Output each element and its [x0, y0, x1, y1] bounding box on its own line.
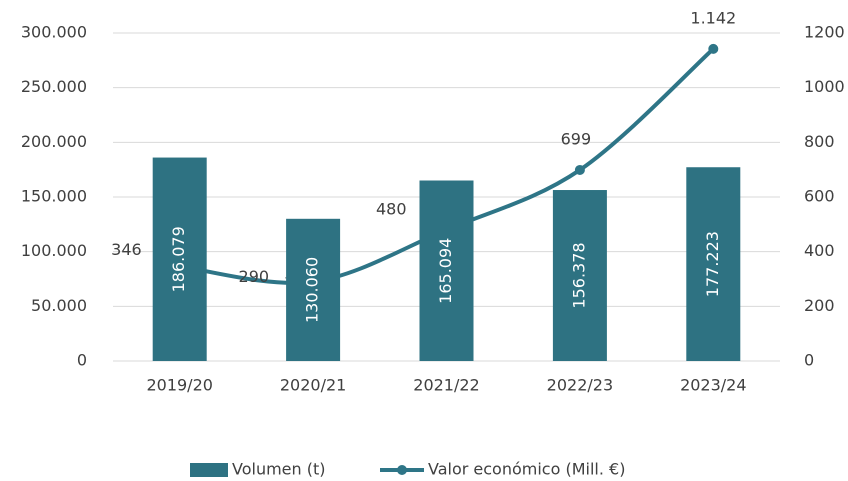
- bar-value-label: 130.060: [303, 257, 322, 323]
- legend-label: Volumen (t): [232, 460, 326, 479]
- bar: [286, 218, 341, 361]
- y-tick-label: 300.000: [21, 23, 87, 42]
- y-tick-label: 50.000: [31, 296, 87, 315]
- legend-label: Valor económico (Mill. €): [428, 460, 625, 479]
- x-tick-label: 2022/23: [547, 376, 613, 395]
- legend-marker: [397, 465, 407, 475]
- line-marker: [574, 164, 585, 175]
- x-tick-label: 2023/24: [680, 376, 746, 395]
- bar-value-label: 165.094: [436, 238, 455, 304]
- x-tick-label: 2019/20: [146, 376, 212, 395]
- y-tick-label: 150.000: [21, 187, 87, 206]
- y2-tick-label: 1200: [804, 23, 845, 42]
- legend-swatch: [190, 463, 228, 477]
- bar: [552, 190, 607, 361]
- y-tick-label: 250.000: [21, 77, 87, 96]
- bar-value-label: 156.378: [569, 242, 588, 308]
- y2-tick-label: 400: [804, 241, 835, 260]
- bar-value-label: 177.223: [703, 231, 722, 297]
- line-value-label: 480: [376, 199, 407, 218]
- bar: [152, 157, 207, 361]
- y2-tick-label: 0: [804, 351, 814, 370]
- bar: [419, 180, 474, 361]
- bar-value-label: 186.079: [169, 226, 188, 292]
- y-tick-label: 200.000: [21, 132, 87, 151]
- y2-tick-label: 200: [804, 296, 835, 315]
- line-value-label: 290: [239, 267, 270, 286]
- x-tick-label: 2020/21: [280, 376, 346, 395]
- y-tick-label: 100.000: [21, 241, 87, 260]
- y2-tick-label: 1000: [804, 77, 845, 96]
- y-tick-label: 0: [77, 351, 87, 370]
- bar: [686, 167, 741, 361]
- y2-tick-label: 800: [804, 132, 835, 151]
- line-marker: [708, 43, 719, 54]
- line-value-label: 1.142: [690, 8, 736, 27]
- y2-tick-label: 600: [804, 187, 835, 206]
- line-value-label: 346: [111, 240, 142, 259]
- x-tick-label: 2021/22: [413, 376, 479, 395]
- line-value-label: 699: [561, 129, 592, 148]
